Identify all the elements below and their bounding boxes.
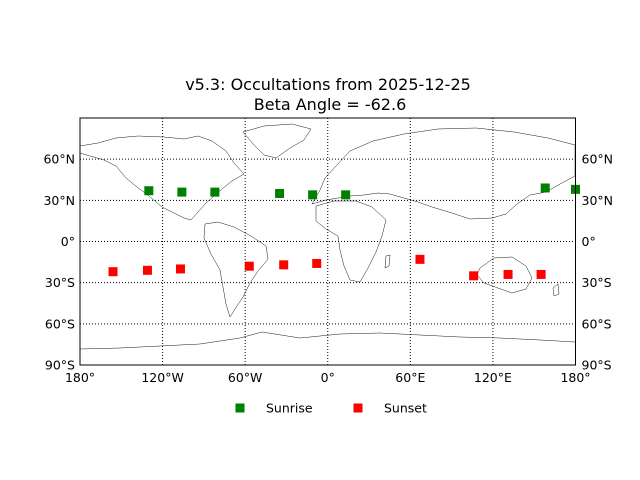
tick-labels: 180° 120°W 60°W 0° 60°E 120°E 180°90°S 90°S60°S… [43, 152, 613, 385]
sunrise-point [341, 190, 351, 200]
x-tick-label: 120°W [141, 370, 183, 385]
x-tick-label: 180° [560, 370, 590, 385]
australia-outline [476, 256, 533, 294]
sunrise-point [144, 186, 154, 196]
sunset-point [503, 269, 513, 279]
y-tick-label-left: 30°S [45, 275, 75, 290]
sunset-point [279, 260, 289, 270]
x-tick-label: 180° [65, 370, 95, 385]
occultation-points [108, 183, 580, 281]
africa-outline [315, 200, 387, 283]
sunset-point [536, 269, 546, 279]
chart-title: v5.3: Occultations from 2025-12-25 [185, 75, 471, 94]
y-tick-label-right: 60°S [582, 316, 612, 331]
y-tick-label-left: 90°S [45, 358, 75, 373]
south-america-outline [203, 221, 269, 318]
legend: Sunrise Sunset [235, 401, 427, 416]
legend-label-sunset: Sunset [384, 401, 427, 416]
x-tick-label: 60°E [395, 370, 425, 385]
y-tick-label-right: 30°S [582, 275, 612, 290]
y-tick-label-right: 60°N [582, 152, 614, 167]
x-tick-label: 120°E [474, 370, 512, 385]
sunset-point [244, 261, 254, 271]
north-america-outline [79, 135, 245, 221]
plot-frame [79, 117, 576, 366]
chart-subtitle: Beta Angle = -62.6 [254, 95, 407, 114]
x-tick-label: 60°W [228, 370, 263, 385]
sunset-point [415, 254, 425, 264]
legend-marker-sunrise [235, 403, 245, 413]
sunset-point [142, 265, 152, 275]
sunrise-point [210, 187, 220, 197]
eurasia-outline [311, 127, 576, 220]
y-tick-label-left: 60°S [45, 316, 75, 331]
sunrise-point [275, 188, 285, 198]
x-tick-label: 0° [321, 370, 335, 385]
y-tick-label-left: 60°N [43, 152, 75, 167]
sunset-point [312, 258, 322, 268]
legend-label-sunrise: Sunrise [266, 401, 313, 416]
legend-marker-sunset [353, 403, 363, 413]
sunset-point [469, 271, 479, 281]
sunset-point [108, 267, 118, 277]
madagascar-outline [384, 254, 391, 269]
y-tick-label-left: 30°N [43, 193, 75, 208]
greenland-outline [242, 123, 312, 159]
y-tick-label-right: 30°N [582, 193, 614, 208]
gridlines [80, 118, 576, 365]
new-zealand-outline [552, 283, 560, 297]
sunrise-point [540, 183, 550, 193]
y-tick-label-right: 0° [582, 234, 596, 249]
sunrise-point [177, 187, 187, 197]
sunrise-point [308, 190, 318, 200]
y-tick-label-left: 0° [61, 234, 75, 249]
sunset-point [175, 264, 185, 274]
y-tick-label-right: 90°S [582, 358, 612, 373]
